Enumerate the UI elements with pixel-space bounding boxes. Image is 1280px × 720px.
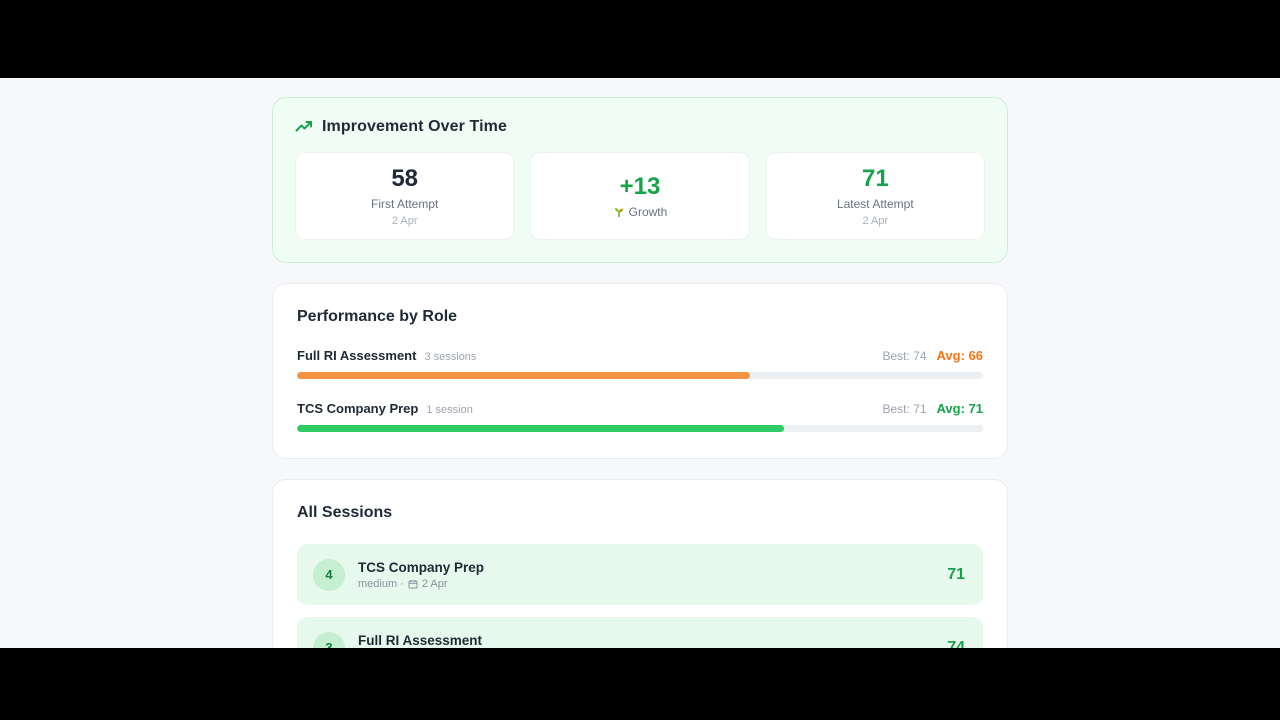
session-list-item[interactable]: 3 Full RI Assessment medium · 2 Ap [297, 617, 983, 648]
letterbox-bottom [0, 648, 1280, 720]
role-scores: Best: 71 Avg: 71 [882, 401, 983, 416]
session-list-item[interactable]: 4 TCS Company Prep medium · 2 Apr [297, 544, 983, 605]
session-name: TCS Company Prep [358, 559, 485, 575]
role-progress-track [297, 372, 983, 379]
improvement-title-row: Improvement Over Time [295, 118, 985, 136]
first-attempt-label: First Attempt [370, 197, 439, 211]
role-progress-fill [297, 372, 750, 379]
role-session-count: 3 sessions [424, 351, 477, 363]
growth-label: Growth [628, 205, 668, 219]
role-avg-score: Avg: 71 [936, 401, 983, 416]
role-session-count: 1 session [426, 404, 473, 416]
content-column: Improvement Over Time 58 First Attempt 2… [272, 78, 1008, 648]
improvement-stats-row: 58 First Attempt 2 Apr +13 [295, 152, 985, 240]
role-best-score: Best: 71 [882, 402, 927, 416]
performance-title: Performance by Role [297, 308, 458, 325]
session-number-badge: 3 [313, 631, 345, 648]
all-sessions-card: All Sessions 4 TCS Company Prep medium · [272, 479, 1008, 648]
session-name: Full RI Assessment [358, 632, 483, 648]
role-name: TCS Company Prep [297, 401, 419, 416]
role-best-score: Best: 74 [882, 349, 927, 363]
first-attempt-value: 58 [391, 165, 419, 192]
seedling-icon [613, 206, 625, 218]
growth-label-row: Growth [613, 205, 668, 219]
trending-up-icon [295, 118, 313, 136]
calendar-icon [408, 579, 418, 589]
first-attempt-date: 2 Apr [391, 215, 418, 227]
first-attempt-stat: 58 First Attempt 2 Apr [295, 152, 515, 240]
role-progress-fill [297, 425, 785, 432]
session-date: 2 Apr [421, 577, 448, 590]
latest-attempt-date: 2 Apr [862, 215, 889, 227]
letterbox-top [0, 0, 1280, 78]
improvement-title: Improvement Over Time [322, 118, 507, 135]
improvement-over-time-card: Improvement Over Time 58 First Attempt 2… [272, 97, 1008, 263]
role-avg-score: Avg: 66 [936, 348, 983, 363]
performance-row: TCS Company Prep 1 session Best: 71 Avg:… [297, 401, 983, 432]
session-info: Full RI Assessment medium · 2 Apr [358, 633, 482, 649]
session-score: 71 [947, 565, 965, 583]
growth-value: +13 [619, 173, 661, 200]
session-number-badge: 4 [313, 558, 345, 591]
session-info: TCS Company Prep medium · 2 Apr [358, 560, 484, 590]
all-sessions-title: All Sessions [297, 504, 393, 521]
results-page: Improvement Over Time 58 First Attempt 2… [0, 78, 1280, 648]
role-progress-track [297, 425, 983, 432]
latest-attempt-label: Latest Attempt [836, 197, 914, 211]
growth-stat: +13 Growth [530, 152, 750, 240]
role-scores: Best: 74 Avg: 66 [882, 348, 983, 363]
performance-row-head: TCS Company Prep 1 session Best: 71 Avg:… [297, 401, 983, 416]
performance-row: Full RI Assessment 3 sessions Best: 74 A… [297, 348, 983, 379]
session-difficulty: medium · [358, 577, 404, 590]
latest-attempt-value: 71 [861, 165, 889, 192]
performance-by-role-card: Performance by Role Full RI Assessment 3… [272, 283, 1008, 459]
session-meta: medium · 2 Apr [358, 578, 484, 590]
session-score: 74 [947, 638, 965, 649]
role-name: Full RI Assessment [297, 348, 417, 363]
latest-attempt-stat: 71 Latest Attempt 2 Apr [765, 152, 985, 240]
performance-row-head: Full RI Assessment 3 sessions Best: 74 A… [297, 348, 983, 363]
